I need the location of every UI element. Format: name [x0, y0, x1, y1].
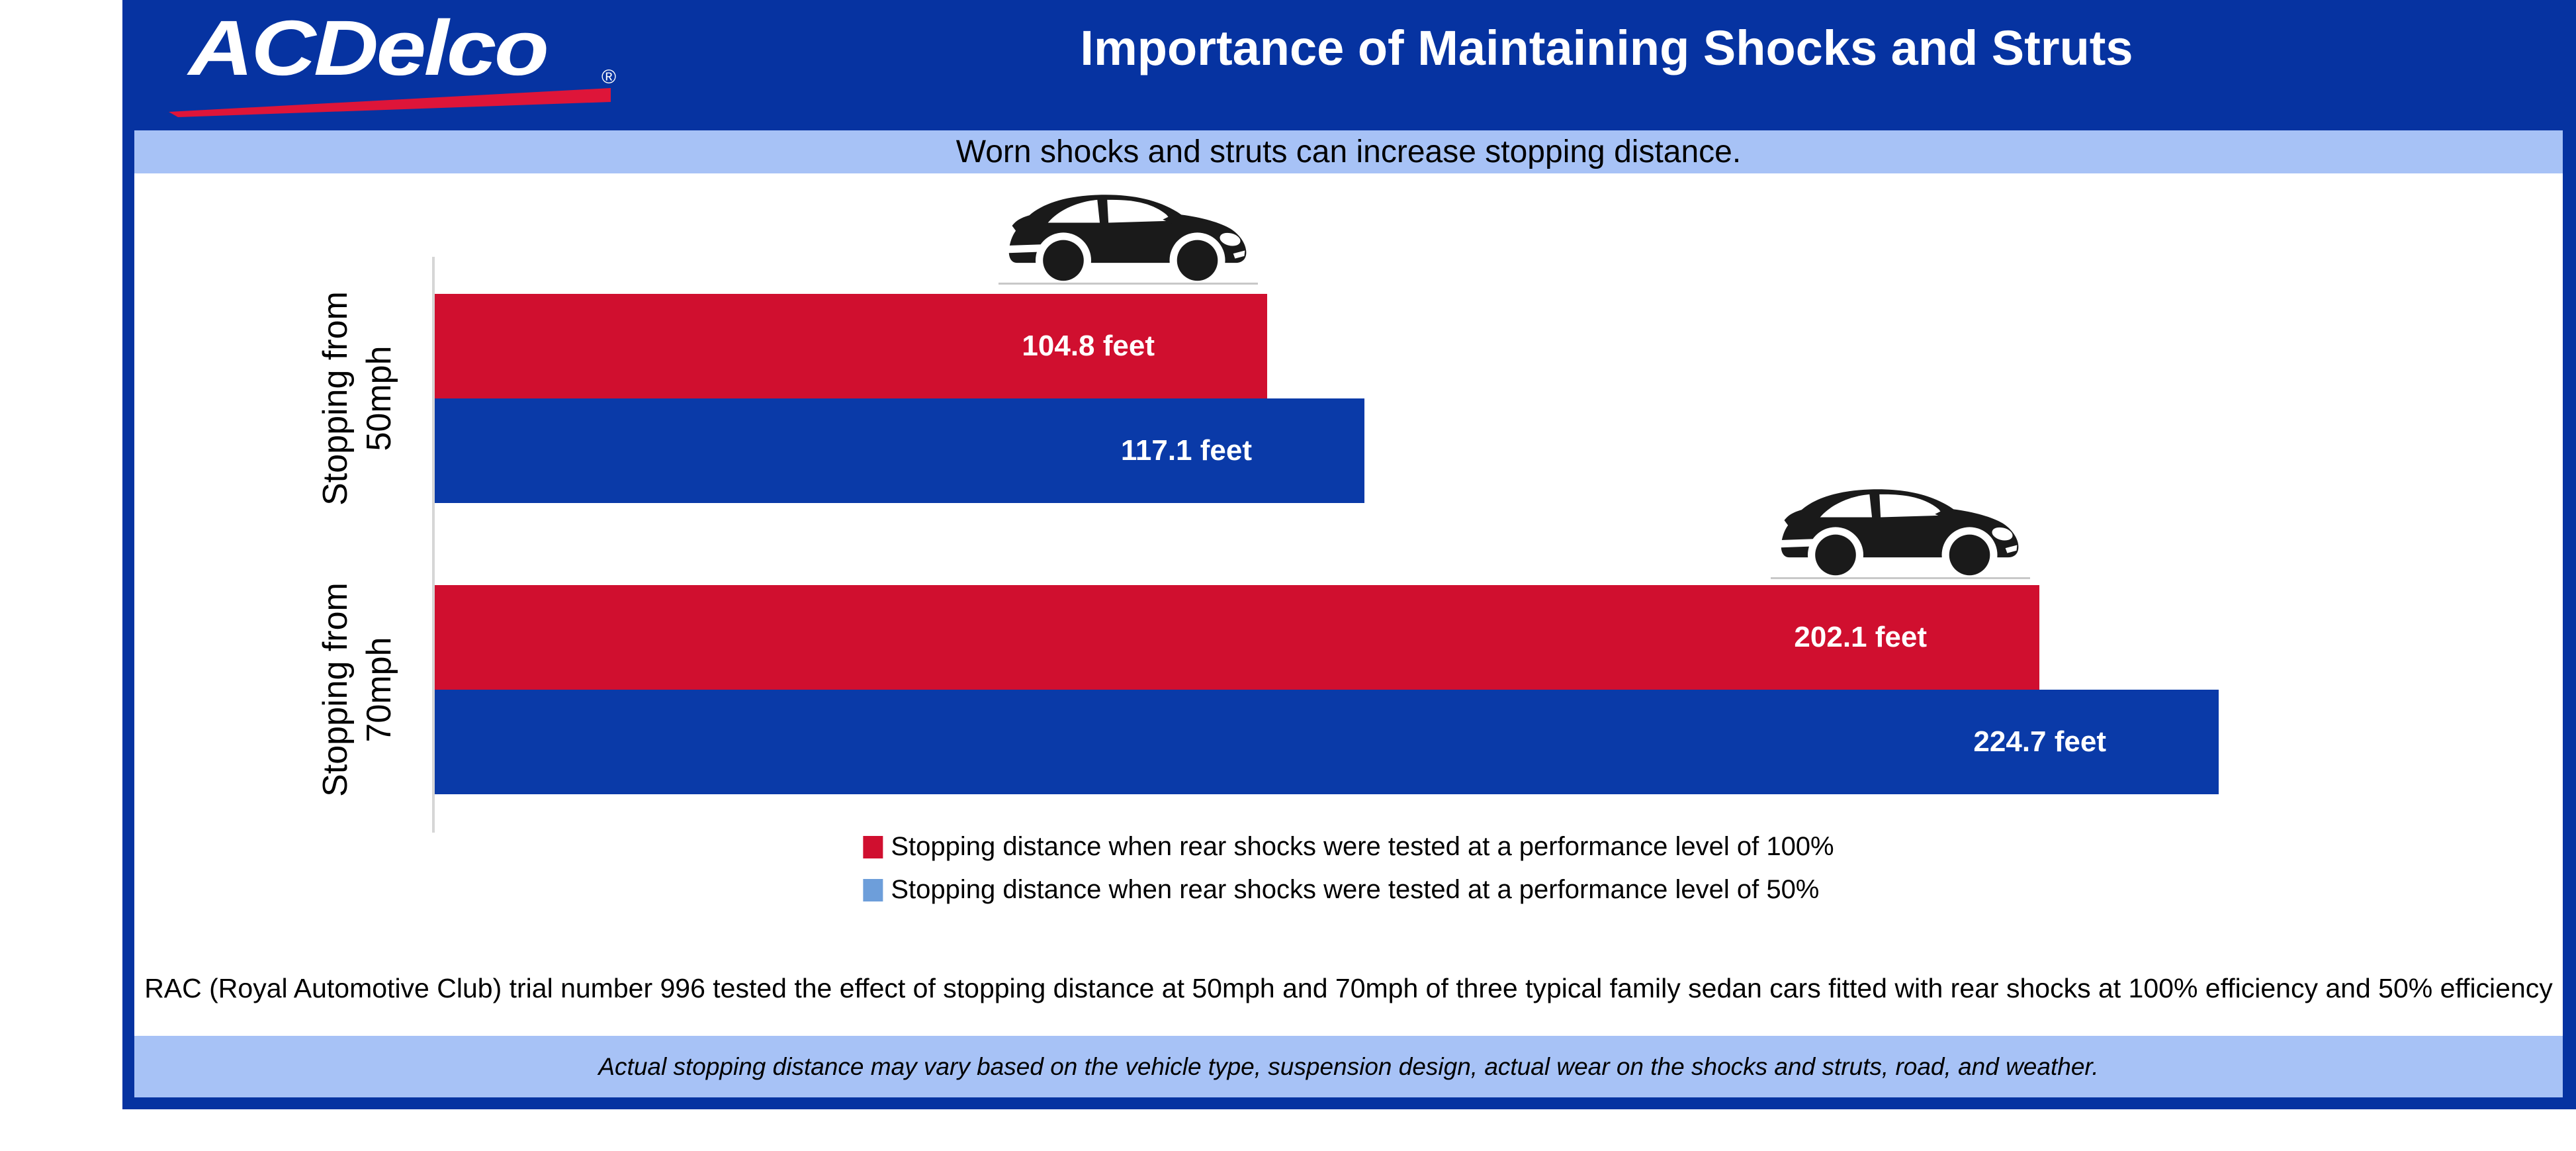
subtitle-text: Worn shocks and struts can increase stop… — [955, 134, 1742, 169]
bar-50pct-70mph: 224.7 feet — [435, 690, 2219, 794]
study-footnote: RAC (Royal Automotive Club) trial number… — [144, 973, 2553, 1003]
bar-value-label: 104.8 feet — [1022, 330, 1155, 362]
legend-swatch-red — [863, 835, 883, 858]
bar-100pct-70mph: 202.1 feet — [435, 585, 2039, 690]
infographic-frame: ACDelco ® Importance of Maintaining Shoc… — [122, 0, 2576, 1109]
category-label-line1: Stopping from — [316, 582, 355, 797]
legend-item-50pct: Stopping distance when rear shocks were … — [863, 875, 1834, 905]
bar-100pct-50mph: 104.8 feet — [435, 294, 1267, 398]
y-axis-line — [432, 257, 435, 833]
bar-value-label: 202.1 feet — [1794, 621, 1927, 653]
road-line — [999, 283, 1258, 285]
road-line — [1771, 577, 2030, 579]
chart-legend: Stopping distance when rear shocks were … — [863, 832, 1834, 905]
subtitle-banner: Worn shocks and struts can increase stop… — [134, 130, 2563, 173]
sedan-car-icon — [999, 190, 1258, 285]
disclaimer-text: Actual stopping distance may vary based … — [598, 1052, 2099, 1080]
category-label-line2: 70mph — [360, 637, 398, 743]
sedan-car-glyph — [1008, 195, 1247, 283]
header-bar: ACDelco ® Importance of Maintaining Shoc… — [134, 0, 2563, 130]
chart-area: Stopping from 50mph Stopping from 70mph — [134, 173, 2563, 1036]
legend-item-100pct: Stopping distance when rear shocks were … — [863, 832, 1834, 862]
acdelco-logo-text: ACDelco — [189, 5, 549, 92]
bar-value-label: 224.7 feet — [1973, 725, 2106, 758]
category-label-70mph: Stopping from 70mph — [314, 551, 401, 829]
page-title: Importance of Maintaining Shocks and Str… — [1080, 21, 2133, 75]
category-label-50mph: Stopping from 50mph — [314, 259, 401, 537]
category-label-line1: Stopping from — [316, 291, 355, 506]
legend-label: Stopping distance when rear shocks were … — [891, 832, 1834, 861]
bar-value-label: 117.1 feet — [1120, 434, 1252, 467]
disclaimer-banner: Actual stopping distance may vary based … — [134, 1036, 2563, 1097]
sedan-car-glyph — [1780, 489, 2019, 577]
category-label-line2: 50mph — [360, 345, 398, 451]
sedan-car-icon — [1771, 484, 2030, 579]
legend-label: Stopping distance when rear shocks were … — [891, 875, 1820, 904]
acdelco-logo: ACDelco ® — [134, 0, 650, 130]
legend-swatch-blue — [863, 878, 883, 901]
title-container: Importance of Maintaining Shocks and Str… — [650, 0, 2563, 130]
logo-swoosh-icon — [169, 88, 611, 117]
bar-50pct-50mph: 117.1 feet — [435, 398, 1364, 503]
registered-trademark-icon: ® — [601, 66, 617, 88]
